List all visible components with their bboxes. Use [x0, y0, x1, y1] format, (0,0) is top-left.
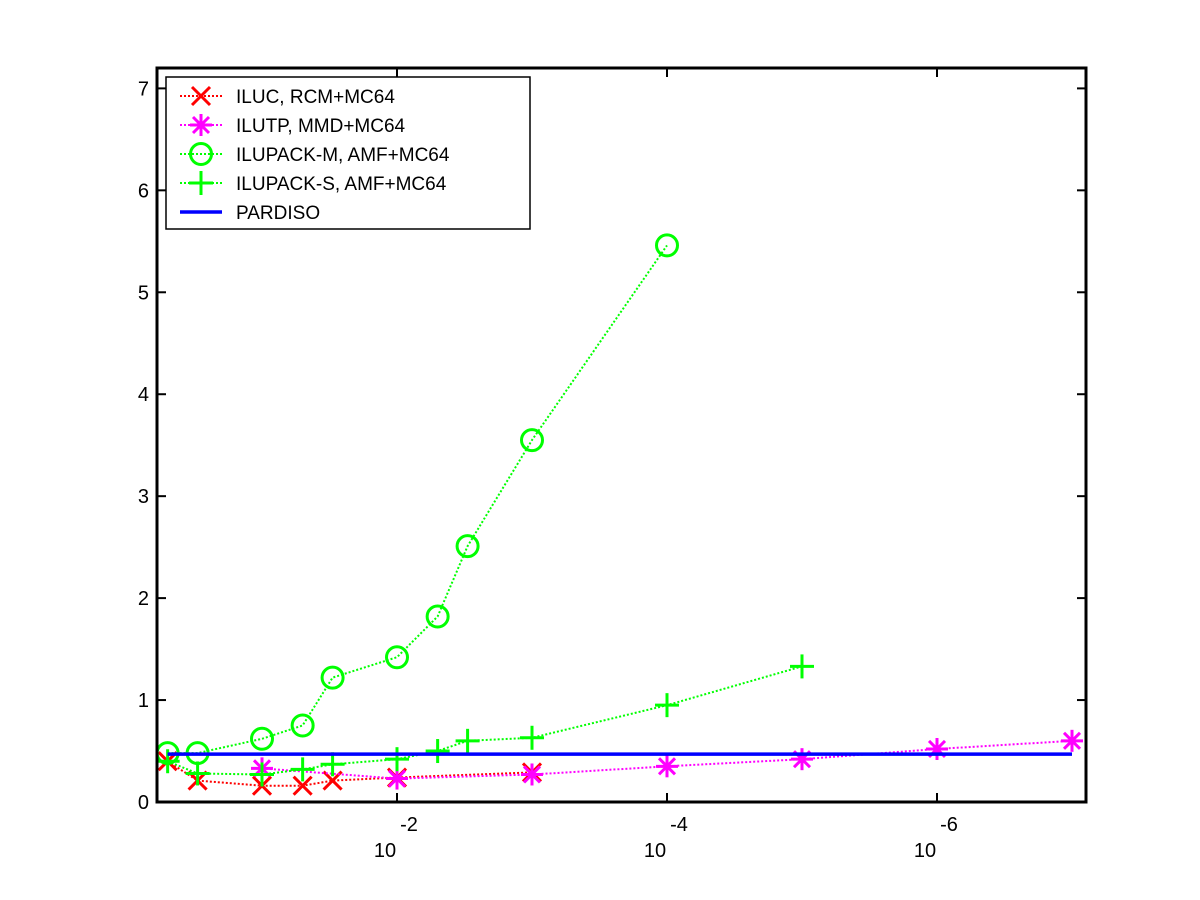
data-point-ilupack-s-amf-mc64 [185, 761, 210, 786]
data-point-ilupack-m-amf-mc64 [320, 665, 345, 690]
legend-item-ilupack-s-amf-mc64: ILUPACK-S, AMF+MC64 [180, 171, 447, 195]
data-point-ilupack-s-amf-mc64 [320, 752, 345, 777]
data-point-ilupack-m-amf-mc64 [290, 713, 315, 738]
data-point-ilupack-s-amf-mc64 [455, 728, 480, 753]
data-point-ilupack-s-amf-mc64 [520, 725, 544, 750]
data-point-ilupack-m-amf-mc64 [250, 726, 274, 751]
legend-label: ILUC, RCM+MC64 [236, 87, 395, 108]
legend: ILUC, RCM+MC64 ILUTP, MMD+MC64 ILUPACK-M, … [165, 76, 531, 230]
x-tick-label: 10-2 [374, 814, 418, 862]
data-point-ilupack-m-amf-mc64 [455, 534, 480, 559]
y-tick-label: 1 [138, 690, 149, 712]
y-tick-label: 0 [138, 792, 149, 814]
data-point-ilutp-mmd-mc64 [791, 748, 813, 771]
y-tick-label: 7 [138, 78, 149, 100]
data-point-ilupack-s-amf-mc64 [790, 654, 814, 679]
x-tick-exponent: -6 [940, 814, 958, 836]
x-tick-base: 10 [644, 840, 666, 862]
series-iluc-rcm-mc64 [157, 751, 543, 796]
legend-label: PARDISO [236, 203, 320, 224]
legend-label: ILUPACK-S, AMF+MC64 [236, 174, 447, 195]
data-point-ilupack-s-amf-mc64 [250, 762, 274, 787]
data-point-ilupack-s-amf-mc64 [385, 747, 409, 772]
y-tick-label: 3 [138, 486, 149, 508]
x-tick-exponent: -2 [400, 814, 418, 836]
y-axis: 0 1 2 3 4 5 6 7 [138, 78, 1086, 814]
legend-item-ilupack-m-amf-mc64: ILUPACK-M, AMF+MC64 [180, 142, 450, 166]
y-tick-label: 5 [138, 282, 149, 304]
legend-item-ilutp-mmd-mc64: ILUTP, MMD+MC64 [180, 114, 406, 137]
series-line-ilupack-m-amf-mc64 [167, 244, 668, 755]
legend-marker [189, 171, 213, 195]
data-point-ilutp-mmd-mc64 [656, 755, 678, 778]
x-tick-label: 10-6 [914, 814, 958, 862]
data-point-ilutp-mmd-mc64 [386, 767, 408, 790]
series-ilupack-s-amf-mc64 [155, 654, 814, 787]
plot-frame [155, 66, 1088, 804]
legend-box [165, 76, 531, 230]
x-axis: 10-210-410-6 [374, 68, 958, 862]
y-tick-label: 2 [138, 588, 149, 610]
legend-label: ILUTP, MMD+MC64 [236, 116, 406, 137]
x-tick-base: 10 [374, 840, 396, 862]
x-tick-exponent: -4 [670, 814, 688, 836]
data-point-ilupack-m-amf-mc64 [425, 604, 450, 629]
series-ilutp-mmd-mc64 [251, 729, 1083, 790]
data-point-ilutp-mmd-mc64 [926, 737, 948, 760]
plot-marks [155, 233, 1083, 796]
data-point-ilupack-m-amf-mc64 [385, 645, 409, 670]
data-point-iluc-rcm-mc64 [292, 775, 313, 796]
data-point-ilupack-m-amf-mc64 [655, 233, 679, 258]
data-point-ilupack-s-amf-mc64 [290, 757, 315, 782]
data-point-ilupack-s-amf-mc64 [425, 739, 450, 764]
legend-marker [190, 114, 212, 136]
legend-marker [189, 142, 213, 166]
data-point-ilupack-s-amf-mc64 [655, 693, 679, 718]
data-point-ilutp-mmd-mc64 [1061, 729, 1083, 752]
x-tick-base: 10 [914, 840, 936, 862]
legend-marker [190, 85, 212, 107]
y-tick-label: 6 [138, 180, 149, 202]
series-ilupack-m-amf-mc64 [155, 233, 679, 766]
legend-label: ILUPACK-M, AMF+MC64 [236, 145, 450, 166]
y-tick-label: 4 [138, 384, 149, 406]
data-point-ilupack-m-amf-mc64 [520, 428, 544, 453]
x-tick-label: 10-4 [644, 814, 688, 862]
legend-item-pardiso: PARDISO [180, 203, 320, 224]
legend-item-iluc-rcm-mc64: ILUC, RCM+MC64 [180, 85, 395, 108]
data-point-ilutp-mmd-mc64 [521, 763, 543, 786]
